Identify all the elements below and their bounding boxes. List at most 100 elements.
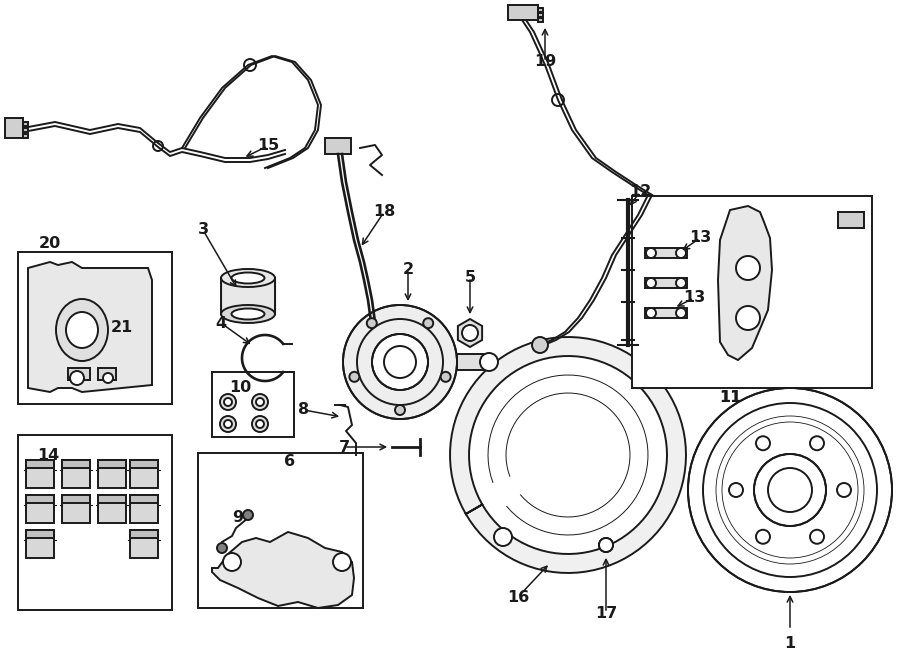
Circle shape xyxy=(372,334,428,390)
Polygon shape xyxy=(28,262,152,392)
Circle shape xyxy=(256,420,264,428)
Bar xyxy=(130,495,158,503)
Text: 13: 13 xyxy=(688,231,711,245)
Bar xyxy=(23,134,28,138)
Circle shape xyxy=(462,325,478,341)
Text: 8: 8 xyxy=(299,403,310,418)
Bar xyxy=(632,196,872,388)
Ellipse shape xyxy=(56,299,108,361)
Circle shape xyxy=(756,529,770,544)
Circle shape xyxy=(599,538,613,552)
Text: 19: 19 xyxy=(534,54,556,69)
Circle shape xyxy=(688,388,892,592)
Circle shape xyxy=(223,553,241,571)
Circle shape xyxy=(810,529,824,544)
Circle shape xyxy=(646,248,656,258)
Circle shape xyxy=(224,420,232,428)
Text: 11: 11 xyxy=(719,391,741,405)
Bar xyxy=(98,495,126,503)
Text: 5: 5 xyxy=(464,270,475,284)
Bar xyxy=(457,354,485,370)
Circle shape xyxy=(532,337,548,353)
Circle shape xyxy=(252,394,268,410)
Bar xyxy=(130,460,158,488)
Bar xyxy=(130,495,158,523)
Text: 15: 15 xyxy=(256,139,279,153)
Bar xyxy=(538,8,543,12)
Circle shape xyxy=(676,248,686,258)
Bar xyxy=(98,495,126,523)
Text: 13: 13 xyxy=(683,290,705,305)
Ellipse shape xyxy=(221,305,275,323)
Bar xyxy=(26,495,54,503)
Circle shape xyxy=(646,278,656,288)
Circle shape xyxy=(599,538,613,552)
Text: 14: 14 xyxy=(37,447,59,463)
Circle shape xyxy=(810,436,824,450)
Bar xyxy=(26,460,54,468)
Bar xyxy=(26,530,54,538)
Circle shape xyxy=(367,318,377,328)
Bar xyxy=(98,460,126,488)
Circle shape xyxy=(333,553,351,571)
Polygon shape xyxy=(458,319,482,347)
Circle shape xyxy=(676,278,686,288)
Bar xyxy=(68,368,90,380)
Bar xyxy=(130,530,158,558)
Bar xyxy=(838,212,864,228)
Bar xyxy=(645,248,687,258)
Circle shape xyxy=(220,416,236,432)
Bar xyxy=(98,368,116,380)
Circle shape xyxy=(256,398,264,406)
Circle shape xyxy=(441,372,451,382)
Bar xyxy=(62,495,90,503)
Ellipse shape xyxy=(231,309,265,319)
Circle shape xyxy=(103,373,113,383)
Ellipse shape xyxy=(221,269,275,287)
Polygon shape xyxy=(212,532,354,608)
Text: 7: 7 xyxy=(338,440,349,455)
Bar xyxy=(62,495,90,523)
Bar xyxy=(5,118,23,138)
Bar xyxy=(62,460,90,468)
Bar xyxy=(23,122,28,126)
Text: 4: 4 xyxy=(215,315,227,330)
Bar xyxy=(538,13,543,17)
Polygon shape xyxy=(718,206,772,360)
Bar xyxy=(26,530,54,558)
Text: 18: 18 xyxy=(373,204,395,219)
Circle shape xyxy=(646,308,656,318)
Circle shape xyxy=(343,305,457,419)
Circle shape xyxy=(217,543,227,553)
Circle shape xyxy=(243,510,253,520)
Text: 20: 20 xyxy=(39,237,61,251)
Text: 1: 1 xyxy=(785,635,796,650)
Ellipse shape xyxy=(66,312,98,348)
Bar xyxy=(26,460,54,488)
Text: 9: 9 xyxy=(232,510,244,525)
Circle shape xyxy=(220,394,236,410)
Text: 10: 10 xyxy=(229,379,251,395)
Bar xyxy=(325,138,351,154)
Bar xyxy=(62,460,90,488)
Bar xyxy=(18,435,172,610)
Bar xyxy=(645,308,687,318)
Circle shape xyxy=(756,436,770,450)
Bar xyxy=(198,453,363,608)
Circle shape xyxy=(754,454,826,526)
Bar xyxy=(130,530,158,538)
Circle shape xyxy=(676,308,686,318)
Bar xyxy=(98,460,126,468)
Text: 6: 6 xyxy=(284,455,295,469)
Text: 21: 21 xyxy=(111,321,133,336)
Circle shape xyxy=(480,353,498,371)
Bar xyxy=(221,278,275,314)
Circle shape xyxy=(837,483,851,497)
Circle shape xyxy=(494,528,512,546)
Bar xyxy=(212,372,294,437)
Circle shape xyxy=(729,483,743,497)
Bar xyxy=(508,5,538,20)
Ellipse shape xyxy=(231,272,265,284)
Circle shape xyxy=(349,372,359,382)
Text: 16: 16 xyxy=(507,590,529,605)
